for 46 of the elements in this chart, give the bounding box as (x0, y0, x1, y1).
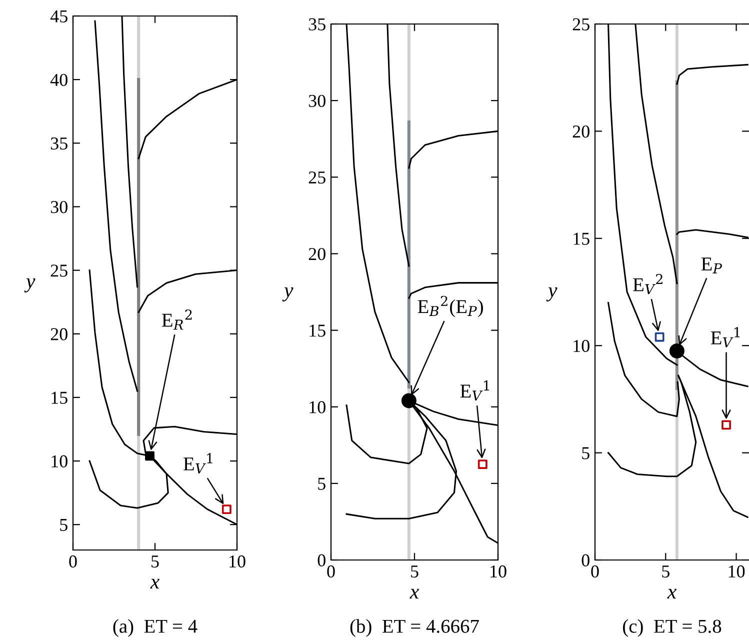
x-axis-title: x (667, 588, 676, 598)
x-tick-label: 0 (327, 565, 335, 578)
annotation: E$_{V}$$^{1}$ (460, 380, 490, 401)
text: (c) ET = 5.8 (623, 619, 722, 637)
y-tick-label: 10 (52, 455, 68, 468)
y-tick-label: 20 (308, 248, 326, 260)
y-tick-label: 25 (572, 18, 590, 30)
x-tick-label: 10 (490, 565, 506, 578)
y-tick-label: 10 (310, 401, 326, 414)
y-tick-label: 15 (52, 392, 68, 404)
annotation: E$_{R}$$^{2}$ (162, 309, 192, 330)
y-axis-title: y (546, 287, 558, 302)
y-tick-label: 10 (574, 340, 590, 352)
x-tick-label: 5 (152, 556, 159, 568)
y-tick-label: 40 (50, 74, 68, 86)
annotation: E$_{P}$ (701, 258, 722, 274)
y-tick-label: 35 (50, 137, 68, 150)
x-tick-label: 5 (411, 566, 418, 578)
y-tick-label: 20 (50, 328, 68, 340)
y-tick-label: 15 (574, 232, 590, 245)
y-tick-label: 5 (318, 478, 326, 490)
y-tick-label: 30 (50, 200, 68, 214)
y-axis-title: y (282, 287, 294, 302)
x-tick-label: 10 (230, 555, 246, 568)
y-tick-label: 5 (582, 447, 590, 460)
x-tick-label: 0 (591, 565, 599, 578)
annotation: E$_{V}$$^{1}$ (184, 453, 212, 474)
y-tick-label: 5 (60, 519, 68, 532)
x-tick-label: 5 (662, 566, 670, 578)
text: (b) ET = 4.6667 (350, 619, 479, 637)
x-tick-label: 0 (69, 555, 77, 568)
y-tick-label: 45 (50, 10, 68, 22)
y-tick-label: 30 (308, 94, 326, 108)
y-tick-label: 20 (572, 125, 590, 138)
y-tick-label: 35 (308, 18, 326, 30)
x-axis-title: x (410, 588, 419, 598)
x-axis-title: x (150, 578, 160, 588)
annotation: E$_{B}$$^{2}$(E$_{P}$) (418, 296, 483, 318)
y-tick-label: 15 (310, 324, 326, 337)
annotation: E$_{V}$$^{1}$ (710, 327, 740, 348)
y-axis-title: y (24, 278, 36, 292)
annotation: E$_{V}$$^{2}$ (633, 274, 662, 294)
text: (a) ET = 4 (113, 619, 198, 637)
x-tick-label: 10 (728, 565, 745, 578)
y-tick-label: 25 (50, 264, 68, 277)
y-tick-label: 25 (308, 171, 326, 184)
